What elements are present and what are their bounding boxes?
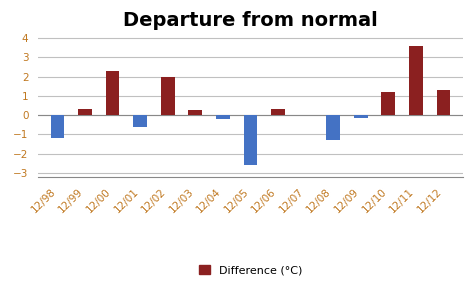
Bar — [326, 115, 339, 140]
Title: Departure from normal: Departure from normal — [123, 11, 377, 30]
Bar — [78, 109, 92, 115]
Bar — [216, 115, 229, 119]
Legend: Difference (°C): Difference (°C) — [194, 260, 306, 280]
Bar — [436, 90, 449, 115]
Bar — [353, 115, 367, 118]
Bar — [408, 46, 422, 115]
Bar — [133, 115, 147, 127]
Bar — [270, 109, 284, 115]
Bar — [243, 115, 257, 165]
Bar — [106, 71, 119, 115]
Bar — [381, 92, 394, 115]
Bar — [50, 115, 64, 138]
Bar — [188, 110, 202, 115]
Bar — [160, 77, 174, 115]
